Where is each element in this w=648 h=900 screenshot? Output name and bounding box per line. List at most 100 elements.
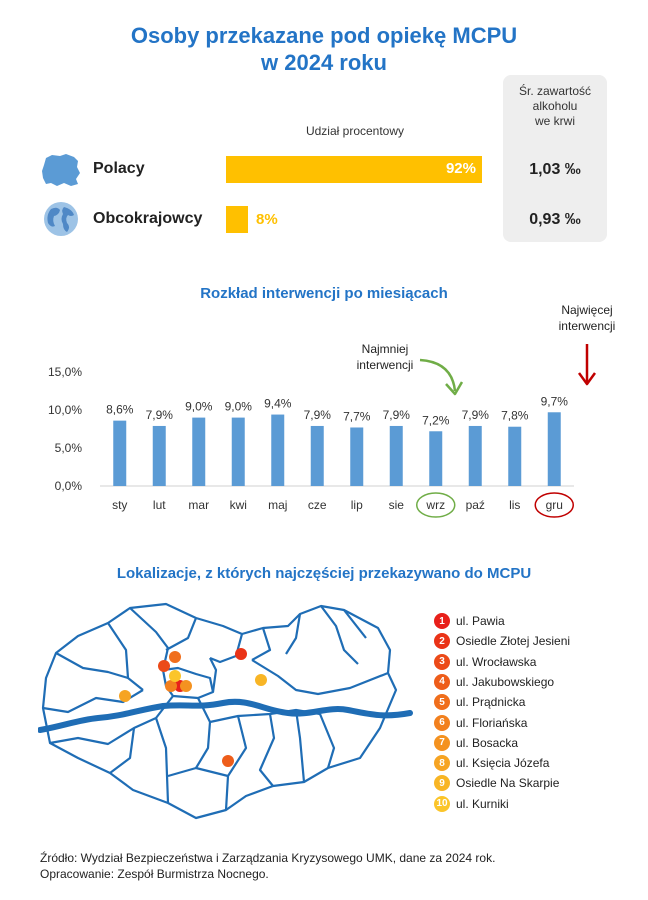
legend-location-name: ul. Kurniki xyxy=(456,796,509,811)
min-annotation-line1: Najmniej xyxy=(362,342,409,356)
legend-number-badge: 9 xyxy=(434,775,450,792)
chart-labels: 8,6% sty 7,9% lut 9,0% mar 9,0% kwi 9,4% maj 7,9% c… xyxy=(106,394,574,518)
legend-item: 1 ul. Pawia xyxy=(434,612,505,630)
legend-location-name: ul. Bosacka xyxy=(456,735,519,750)
legend-number-badge: 8 xyxy=(434,755,450,772)
bac-value-obcokrajowcy: 0,93 ‰ xyxy=(529,211,581,228)
bar-lip xyxy=(350,427,364,486)
location-marker-5 xyxy=(169,651,181,663)
location-marker-8 xyxy=(119,690,131,702)
value-label-wrz: 7,2% xyxy=(422,413,450,427)
bac-header-line3: we krwi xyxy=(534,114,575,128)
legend-location-name: ul. Jakubowskiego xyxy=(456,674,555,689)
share-value-polacy: 92% xyxy=(445,160,476,177)
bac-header: Śr. zawartość alkoholu we krwi xyxy=(503,84,607,129)
chart-annotations: Najmniej interwencji Najwięcej interwenc… xyxy=(357,303,616,396)
x-tick-cze: cze xyxy=(308,498,327,512)
legend-item: 10 ul. Kurniki xyxy=(434,795,509,813)
legend-number-badge: 7 xyxy=(434,734,450,751)
source-line1: Źródło: Wydział Bezpieczeństwa i Zarządz… xyxy=(40,851,496,865)
monthly-bar-chart: 0,0% 5,0% 10,0% 15,0% 8,6% sty 7,9% lut 9,0% mar… xyxy=(48,303,616,518)
y-tick-label: 0,0% xyxy=(55,479,83,493)
legend-location-name: Osiedle Złotej Jesieni xyxy=(456,634,571,649)
y-tick-label: 5,0% xyxy=(55,441,83,455)
legend-number-badge: 10 xyxy=(434,795,450,812)
bar-kwi xyxy=(231,417,245,486)
chart-bars xyxy=(113,412,561,486)
max-arrow-head xyxy=(577,372,597,386)
legend-item: 2 Osiedle Złotej Jesieni xyxy=(434,632,570,650)
legend-location-name: ul. Prądnicka xyxy=(456,695,526,710)
legend-location-name: ul. Pawia xyxy=(456,614,505,628)
share-bar-polacy xyxy=(226,156,482,183)
legend-location-name: Osiedle Na Skarpie xyxy=(456,776,560,791)
location-marker-9 xyxy=(255,674,267,686)
group-label-obcokrajowcy: Obcokrajowcy xyxy=(93,210,203,227)
value-label-gru: 9,7% xyxy=(541,394,569,408)
source-note: Źródło: Wydział Bezpieczeństwa i Zarządz… xyxy=(40,850,495,882)
bac-header-line2: alkoholu xyxy=(532,99,578,113)
legend-number-badge: 6 xyxy=(434,714,450,731)
x-tick-sty: sty xyxy=(112,498,127,512)
y-tick-label: 15,0% xyxy=(48,365,82,379)
x-tick-wrz: wrz xyxy=(425,498,445,512)
chart-axis: 0,0% 5,0% 10,0% 15,0% xyxy=(48,365,574,493)
location-marker-4 xyxy=(222,755,234,767)
location-marker-7 xyxy=(180,680,192,692)
legend-number-badge: 3 xyxy=(434,653,450,670)
legend-item: 9 Osiedle Na Skarpie xyxy=(434,774,559,792)
share-bar-obcokrajowcy xyxy=(226,206,248,233)
value-label-lis: 7,8% xyxy=(501,409,529,423)
bar-mar xyxy=(192,417,206,486)
value-label-cze: 7,9% xyxy=(304,408,332,422)
value-label-lut: 7,9% xyxy=(146,408,174,422)
legend-item: 6 ul. Floriańska xyxy=(434,714,527,732)
legend-item: 5 ul. Prądnicka xyxy=(434,693,525,711)
min-circle xyxy=(416,492,456,518)
bar-maj xyxy=(271,414,285,486)
source-line2: Opracowanie: Zespół Burmistrza Nocnego. xyxy=(40,867,269,881)
value-label-sie: 7,9% xyxy=(383,408,411,422)
max-annotation-line1: Najwięcej xyxy=(561,303,612,317)
page-title-line2: w 2024 roku xyxy=(261,50,387,75)
legend-location-name: ul. Księcia Józefa xyxy=(456,756,550,771)
legend-item: 8 ul. Księcia Józefa xyxy=(434,754,549,772)
min-annotation-line2: interwencji xyxy=(357,358,414,372)
globe-icon xyxy=(44,202,78,236)
page-title: Osoby przekazane pod opiekę MCPU w 2024 … xyxy=(0,22,648,76)
vistula-river xyxy=(38,698,413,733)
legend-number-badge: 1 xyxy=(434,613,450,629)
city-map xyxy=(38,602,413,820)
x-tick-mar: mar xyxy=(188,498,209,512)
bac-value-polacy: 1,03 ‰ xyxy=(529,161,581,178)
x-tick-kwi: kwi xyxy=(230,498,247,512)
legend-item: 4 ul. Jakubowskiego xyxy=(434,673,554,691)
share-value-obcokrajowcy: 8% xyxy=(256,211,278,228)
page-title-line1: Osoby przekazane pod opiekę MCPU xyxy=(130,23,518,48)
bar-lis xyxy=(508,426,522,486)
bac-header-line1: Śr. zawartość xyxy=(518,84,592,98)
poland-map-icon xyxy=(42,154,80,186)
max-annotation-line2: interwencji xyxy=(559,319,616,333)
group-label-polacy: Polacy xyxy=(93,160,145,177)
x-tick-lip: lip xyxy=(351,498,363,512)
chart-title: Rozkład interwencji po miesiącach xyxy=(200,285,448,302)
value-label-lip: 7,7% xyxy=(343,409,371,423)
legend-location-name: ul. Wrocławska xyxy=(456,654,537,669)
y-tick-label: 10,0% xyxy=(48,403,82,417)
bar-sie xyxy=(389,425,403,486)
legend-number-badge: 4 xyxy=(434,673,450,690)
location-marker-3 xyxy=(158,660,170,672)
bar-paź xyxy=(468,425,482,486)
value-label-sty: 8,6% xyxy=(106,403,134,417)
bar-gru xyxy=(547,412,561,486)
min-arrow xyxy=(419,358,457,392)
legend-number-badge: 5 xyxy=(434,694,450,711)
value-label-maj: 9,4% xyxy=(264,397,292,411)
min-arrow-head xyxy=(445,381,464,396)
legend-item: 3 ul. Wrocławska xyxy=(434,653,536,671)
x-tick-lis: lis xyxy=(509,498,520,512)
location-marker-6 xyxy=(165,680,177,692)
bar-lut xyxy=(152,425,166,486)
legend-number-badge: 2 xyxy=(434,633,450,650)
